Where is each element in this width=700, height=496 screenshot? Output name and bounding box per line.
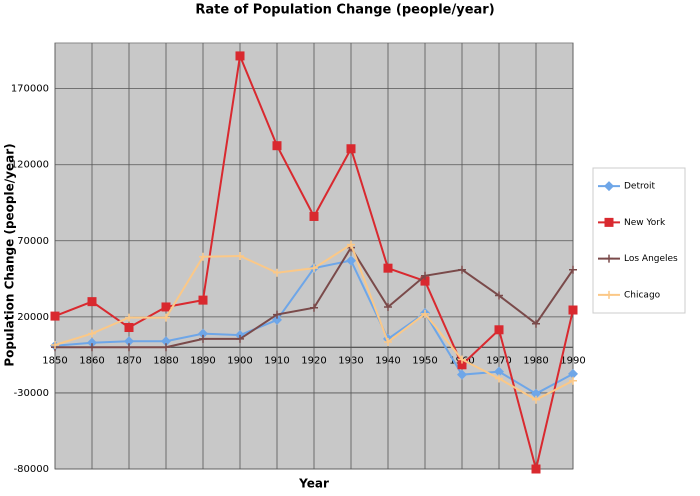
data-point — [309, 211, 319, 221]
x-tick-label: 1860 — [79, 355, 104, 366]
legend-label: Chicago — [624, 290, 661, 300]
y-tick-label: -30000 — [14, 388, 49, 399]
data-point — [569, 376, 577, 385]
data-point — [199, 252, 207, 261]
x-tick-label: 1900 — [227, 355, 252, 366]
data-point — [420, 276, 430, 286]
y-tick-label: 120000 — [11, 160, 49, 171]
data-point — [347, 240, 355, 249]
data-point — [161, 336, 171, 347]
data-point — [88, 329, 96, 338]
y-tick-label: 170000 — [11, 84, 49, 95]
y-axis-title: Population Change (people/year) — [3, 143, 17, 366]
chart-title: Rate of Population Change (people/year) — [195, 3, 494, 18]
data-point — [384, 337, 392, 346]
y-tick-label: 20000 — [17, 312, 49, 323]
data-point — [384, 302, 392, 311]
legend-label: Los Angeles — [624, 254, 678, 264]
data-point — [161, 302, 171, 312]
legend-marker — [604, 181, 614, 192]
data-point — [236, 334, 244, 343]
y-tick-label: 70000 — [17, 236, 49, 247]
y-tick-label: -80000 — [14, 464, 49, 475]
legend-marker — [605, 254, 613, 263]
data-point — [531, 464, 541, 474]
data-point — [568, 305, 578, 315]
data-point — [124, 336, 134, 347]
data-point — [457, 369, 467, 380]
data-point — [494, 366, 504, 377]
data-point — [199, 334, 207, 343]
legend-marker — [604, 217, 614, 227]
data-point — [421, 309, 429, 318]
data-point — [87, 297, 97, 307]
data-point — [495, 291, 503, 300]
data-point — [198, 295, 208, 305]
data-point — [421, 271, 429, 280]
data-point — [198, 328, 208, 339]
data-point — [494, 325, 504, 335]
data-point — [532, 395, 540, 404]
data-point — [532, 319, 540, 328]
x-tick-label: 1970 — [486, 355, 511, 366]
x-tick-label: 1930 — [338, 355, 363, 366]
x-tick-label: 1940 — [375, 355, 400, 366]
data-point — [125, 313, 133, 322]
legend-label: New York — [624, 218, 666, 228]
data-point — [569, 265, 577, 274]
data-point — [568, 368, 578, 379]
x-tick-label: 1950 — [412, 355, 437, 366]
data-point — [310, 264, 318, 273]
data-point — [495, 374, 503, 383]
data-point — [236, 252, 244, 260]
data-point — [125, 343, 133, 352]
x-tick-label: 1980 — [523, 355, 548, 366]
data-point — [457, 360, 467, 370]
data-point — [88, 343, 96, 352]
data-point — [87, 337, 97, 348]
x-tick-label: 1990 — [560, 355, 585, 366]
x-tick-label: 1870 — [116, 355, 141, 366]
data-point — [162, 343, 170, 352]
data-point — [162, 313, 170, 322]
data-point — [50, 311, 60, 321]
data-point — [531, 388, 541, 399]
data-point — [346, 255, 356, 266]
data-point — [51, 341, 59, 350]
data-point — [310, 303, 318, 312]
data-point — [458, 355, 466, 364]
x-tick-label: 1850 — [42, 355, 67, 366]
data-point — [383, 263, 393, 273]
data-point — [273, 268, 281, 277]
legend-label: Detroit — [624, 182, 656, 192]
data-point — [235, 51, 245, 61]
x-tick-label: 1890 — [190, 355, 215, 366]
x-tick-label: 1880 — [153, 355, 178, 366]
x-tick-label: 1910 — [264, 355, 289, 366]
x-tick-label: 1920 — [301, 355, 326, 366]
legend-box — [592, 167, 686, 314]
data-point — [273, 310, 281, 319]
data-point — [346, 144, 356, 154]
x-axis-title: Year — [298, 477, 329, 491]
legend-marker — [605, 290, 613, 299]
data-point — [458, 265, 466, 274]
data-point — [272, 141, 282, 151]
data-point — [124, 323, 134, 333]
